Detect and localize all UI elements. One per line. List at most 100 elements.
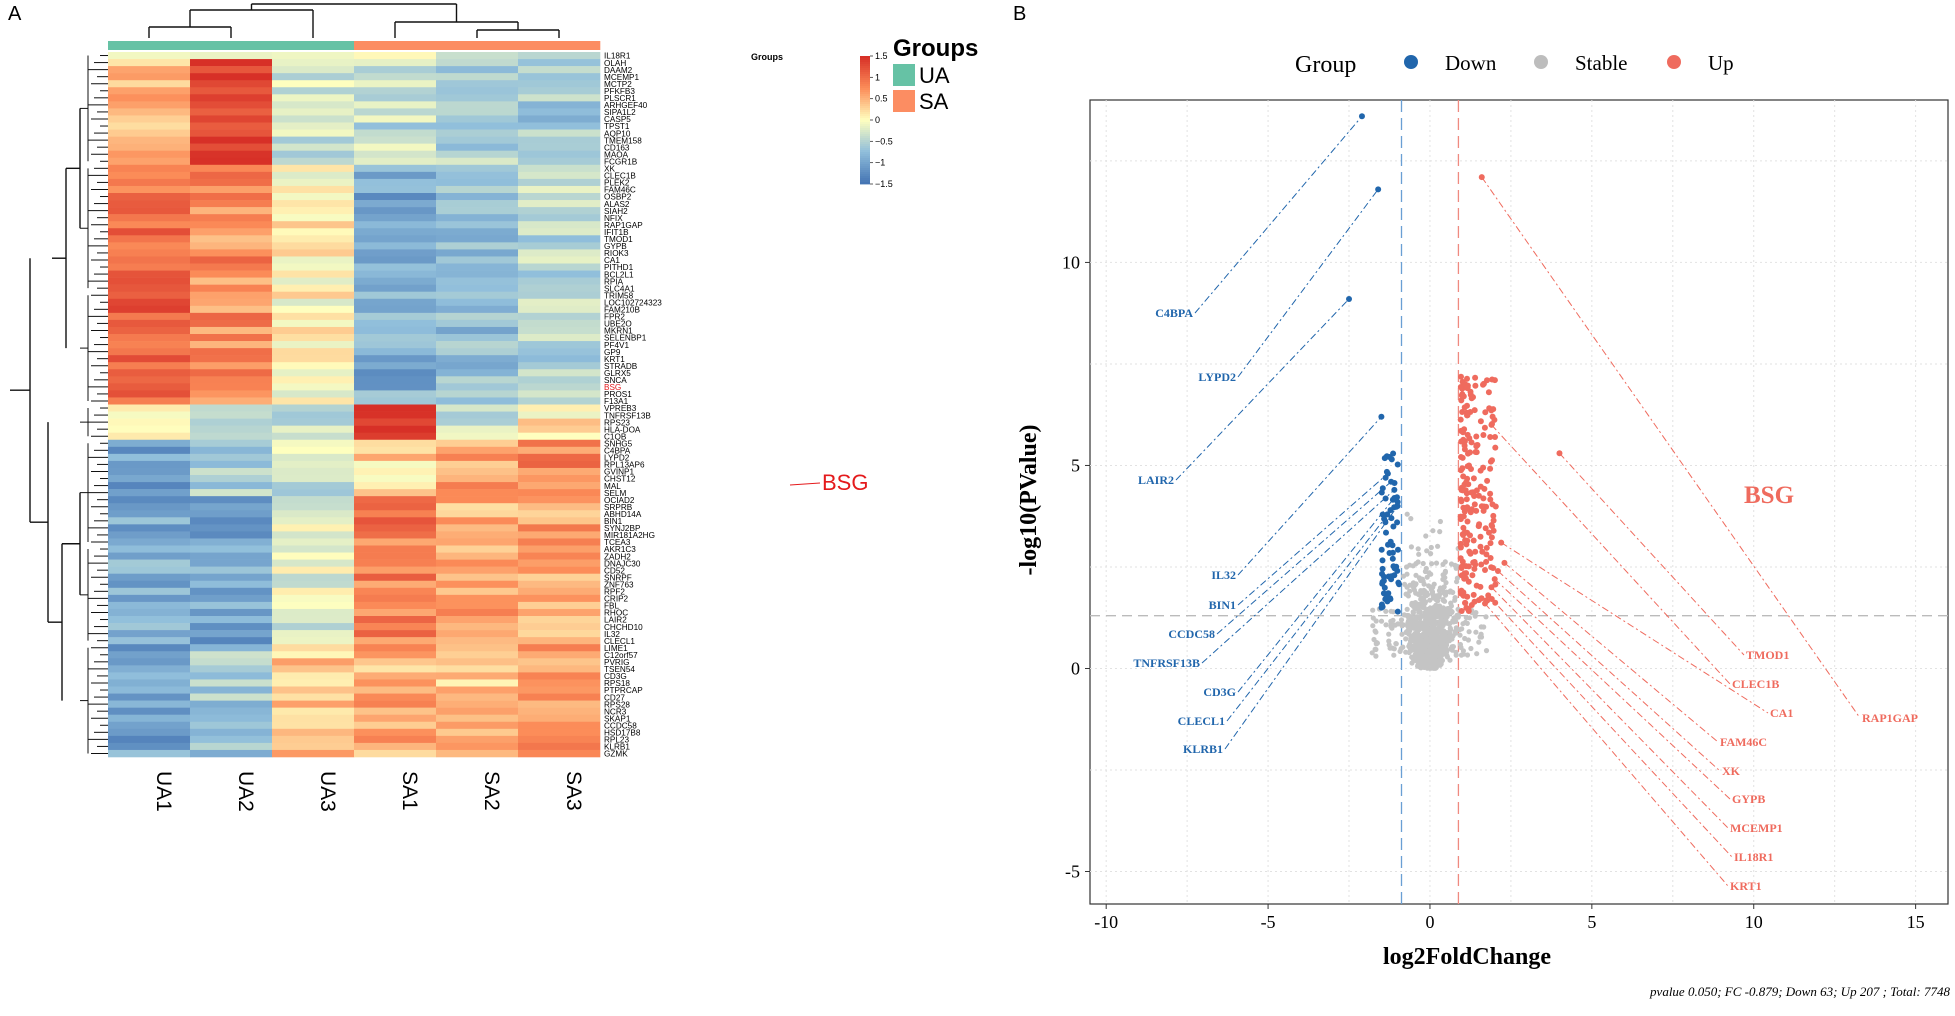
heatmap-row-label: SNHG5 [604, 439, 633, 448]
stable-point [1483, 614, 1489, 620]
stable-point [1415, 620, 1421, 626]
heatmap-cell [272, 538, 355, 546]
stable-point [1410, 625, 1416, 631]
heatmap-row-label: DNAJC30 [604, 559, 641, 568]
stable-point [1438, 614, 1444, 621]
heatmap-cell [272, 693, 355, 701]
heatmap-cell [272, 73, 355, 81]
stable-point [1409, 619, 1415, 625]
heatmap-cell [436, 80, 519, 88]
heatmap-cell [108, 665, 191, 673]
heatmap-cell [108, 164, 191, 173]
heatmap-cell [272, 432, 355, 441]
heatmap-row-label: SNRPF [604, 573, 632, 582]
up-point [1463, 496, 1470, 503]
heatmap-cell [436, 397, 519, 405]
up-point [1472, 548, 1479, 555]
up-point [1457, 540, 1464, 547]
heatmap-cell [354, 439, 437, 448]
stable-point [1420, 560, 1426, 567]
stable-point [1435, 543, 1441, 549]
down-point [1395, 546, 1401, 553]
heatmap-cell [272, 326, 355, 335]
stable-point [1472, 613, 1478, 619]
heatmap-row-label: AQP10 [604, 129, 631, 138]
heatmap-cell [354, 503, 437, 511]
heatmap-cell [272, 601, 355, 610]
heatmap-cell [272, 707, 355, 715]
x-tick-label: 10 [1745, 912, 1763, 932]
up-point [1470, 591, 1477, 598]
heatmap-cell [436, 108, 519, 116]
heatmap-cell [518, 559, 601, 567]
up-point [1464, 412, 1471, 419]
stable-point [1398, 617, 1405, 623]
heatmap-cell [436, 390, 519, 398]
down-gene-label: KLRB1 [1183, 742, 1223, 756]
heatmap-row-label: RPF2 [604, 588, 625, 597]
heatmap-cell [354, 341, 437, 349]
heatmap-cell [108, 524, 191, 532]
heatmap-cell [108, 749, 191, 758]
heatmap-cell [190, 517, 273, 525]
colorbar-tick-label: 1.5 [875, 51, 888, 61]
heatmap-cell [518, 749, 601, 758]
heatmap-cell [108, 171, 191, 180]
heatmap-cell [518, 221, 601, 229]
heatmap-cell [272, 552, 355, 560]
stable-point [1441, 644, 1447, 650]
heatmap-cell [436, 270, 519, 278]
heatmap-cell [354, 482, 437, 490]
heatmap-cell [518, 298, 601, 307]
heatmap-row-label: CD163 [604, 143, 630, 152]
up-gene-label: GYPB [1732, 792, 1765, 806]
heatmap-row-label: VPREB3 [604, 404, 637, 413]
colorbar-segment [860, 176, 870, 179]
heatmap-row-label: FAM210B [604, 306, 640, 315]
heatmap-cell [518, 214, 601, 222]
stable-point [1423, 565, 1429, 572]
heatmap-cell [518, 193, 601, 201]
up-point [1473, 487, 1480, 494]
stable-point [1437, 591, 1443, 598]
heatmap-cell [108, 80, 191, 88]
heatmap-cell [354, 348, 437, 356]
heatmap-cell [436, 376, 519, 384]
heatmap-cell [190, 623, 273, 631]
heatmap-cell [190, 482, 273, 490]
heatmap-cell [272, 453, 355, 462]
heatmap-cell [436, 242, 519, 250]
colorbar-segment [860, 100, 870, 103]
stable-point [1459, 626, 1465, 632]
heatmap-cell [518, 510, 601, 518]
heatmap-cell [190, 538, 273, 546]
stable-point [1444, 636, 1450, 643]
down-labeled-point [1375, 186, 1382, 193]
heatmap-cell [354, 721, 437, 730]
up-point [1475, 492, 1482, 499]
down-point [1390, 523, 1397, 530]
groups-row-label: Groups [751, 52, 783, 62]
up-point [1458, 498, 1465, 505]
heatmap-row-label: RPS18 [604, 679, 630, 688]
heatmap-cell [272, 531, 355, 539]
heatmap-cell [272, 566, 355, 574]
heatmap-row-label: GLRX5 [604, 369, 631, 378]
column-group-bar [108, 41, 601, 50]
colorbar-segment [860, 144, 870, 147]
heatmap-cell [272, 439, 355, 448]
heatmap-cell [108, 157, 191, 166]
group-bar-cell [518, 41, 601, 50]
heatmap-cell [272, 150, 355, 159]
x-axis-title: log2FoldChange [1383, 944, 1551, 970]
stable-point [1421, 620, 1427, 626]
colorbar-segment [860, 72, 870, 75]
down-point [1394, 608, 1401, 615]
heatmap-cell [272, 728, 355, 737]
heatmap-cell [354, 467, 437, 476]
heatmap-cell [354, 707, 437, 715]
heatmap-row-label: MAL [604, 482, 621, 491]
heatmap-cell [272, 524, 355, 532]
heatmap-cell [272, 594, 355, 603]
heatmap-cell [518, 679, 601, 687]
